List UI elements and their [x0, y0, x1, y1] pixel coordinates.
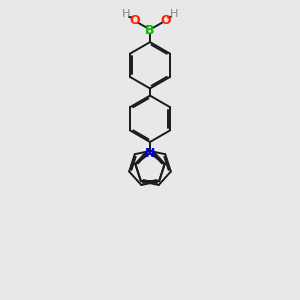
- Text: O: O: [129, 14, 140, 27]
- Text: H: H: [169, 10, 178, 20]
- Text: H: H: [122, 10, 130, 20]
- Text: B: B: [145, 24, 155, 37]
- Text: O: O: [160, 14, 171, 27]
- Text: N: N: [145, 147, 155, 160]
